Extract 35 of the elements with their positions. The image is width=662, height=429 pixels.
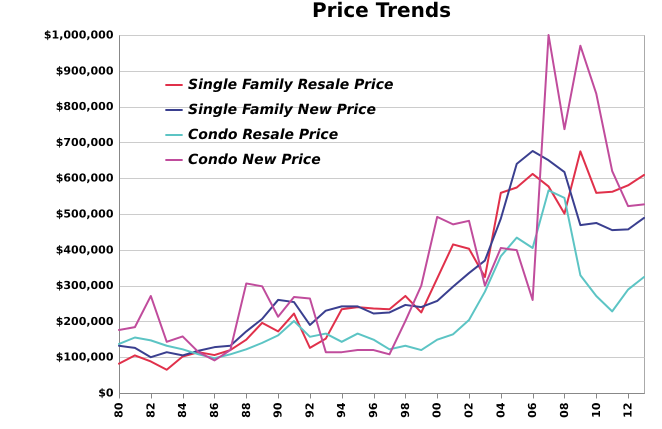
y-tick-label: $600,000 [56,172,114,185]
x-tick-label: 84 [176,402,190,418]
line-series [118,189,645,360]
y-tick-label: $200,000 [56,314,114,328]
y-tick-label: $400,000 [56,243,114,256]
x-tick-label: 96 [367,402,380,418]
y-tick-label: $100,000 [56,350,114,364]
x-tick-label: 00 [430,402,444,418]
x-tick-label: 02 [462,402,476,418]
x-tick-label: 90 [272,402,285,418]
x-tick-label: 12 [622,402,635,418]
x-tick-label: 94 [335,402,348,418]
legend-label: Condo Resale Price [188,127,338,143]
x-tick-label: 04 [494,402,508,418]
x-tick-label: 98 [398,402,412,418]
legend-label: Condo New Price [188,152,321,168]
chart-title: Price Trends [312,0,452,22]
y-tick-label: $700,000 [56,136,114,149]
x-tick-label: 82 [144,402,158,418]
x-tick-label: 08 [558,402,571,418]
y-tick-label: $500,000 [56,208,114,220]
y-tick-label: $800,000 [56,100,114,114]
x-tick-label: 10 [590,402,603,418]
x-tick-label: 88 [240,402,253,418]
x-tick-label: 80 [112,402,126,418]
x-tick-label: 86 [208,402,221,418]
y-tick-label: $300,000 [56,279,114,292]
y-tick-label: $900,000 [56,64,114,78]
x-tick-label: 92 [303,402,316,418]
y-tick-label: $1,000,000 [44,28,114,42]
legend-label: Single Family Resale Price [188,77,394,93]
y-tick-label: $0 [98,386,114,400]
legend-label: Single Family New Price [188,102,376,118]
x-tick-label: 06 [526,402,540,418]
line-series [118,34,645,362]
